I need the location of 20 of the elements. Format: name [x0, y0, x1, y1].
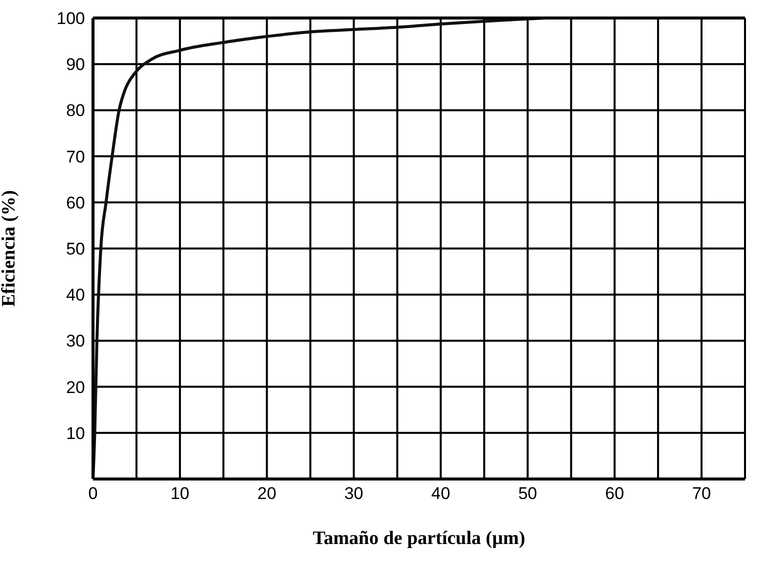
x-tick-label: 60 [605, 484, 624, 504]
x-tick-label: 10 [170, 484, 190, 504]
y-tick-label: 30 [66, 332, 85, 351]
y-tick-label: 10 [66, 424, 85, 443]
x-tick-label: 40 [431, 484, 450, 504]
y-axis-title: Eficiencia (%) [0, 190, 20, 307]
y-tick-label: 90 [66, 55, 85, 74]
x-tick-label: 30 [344, 484, 364, 504]
x-tick-label: 0 [88, 484, 98, 504]
y-tick-label: 60 [66, 193, 85, 212]
x-axis-title: Tamaño de partícula (µm) [312, 528, 526, 549]
y-tick-label: 70 [66, 147, 85, 166]
y-tick-label: 80 [66, 101, 85, 120]
y-tick-label: 100 [56, 9, 85, 28]
y-tick-label: 40 [66, 286, 85, 305]
x-tick-label: 50 [518, 484, 538, 504]
x-tick-label: 70 [692, 484, 711, 504]
y-tick-label: 50 [66, 240, 85, 259]
x-tick-label: 20 [257, 484, 276, 504]
y-tick-label: 20 [66, 378, 85, 397]
